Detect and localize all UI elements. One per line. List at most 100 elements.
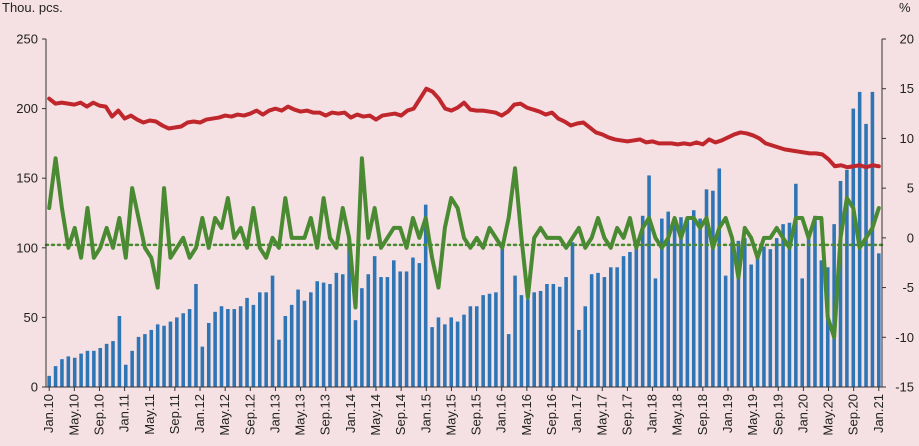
- left-tick-label: 100: [16, 240, 38, 255]
- bar: [634, 245, 639, 387]
- bar: [481, 295, 485, 387]
- bar: [462, 314, 466, 387]
- left-axis-ticks: 0 50 100 150 200 250: [16, 32, 46, 395]
- x-tick-label: Jan.20: [795, 394, 810, 433]
- bar: [130, 350, 134, 387]
- bar: [743, 238, 747, 387]
- bar: [615, 267, 619, 387]
- bar: [155, 324, 160, 387]
- x-tick-label: Sep.16: [544, 394, 559, 435]
- bar: [411, 257, 415, 387]
- bar: [768, 249, 773, 387]
- bar: [787, 222, 792, 387]
- x-axis-ticks: Jan.10 May.10 Sep.10 Jan.11 May.11 Sep.11 Jan.…: [41, 387, 886, 436]
- left-unit-label: Thou. pcs.: [2, 0, 63, 15]
- bar: [270, 275, 275, 387]
- bar: [672, 218, 677, 387]
- x-tick-label: Jan.10: [41, 394, 56, 433]
- bar: [417, 263, 422, 387]
- bar: [474, 306, 479, 387]
- right-tick-label: 0: [907, 230, 914, 245]
- x-tick-label: Sep.12: [242, 394, 257, 435]
- bar: [372, 256, 377, 387]
- bar: [774, 238, 779, 387]
- bar: [762, 246, 766, 387]
- bar: [653, 278, 658, 387]
- bar: [577, 329, 581, 387]
- bar: [168, 321, 173, 387]
- x-tick-label: Jan.19: [720, 394, 735, 433]
- bar: [825, 267, 830, 387]
- bar: [870, 91, 875, 388]
- bar: [213, 311, 217, 387]
- bar: [404, 271, 409, 387]
- bar: [685, 218, 690, 387]
- bar: [360, 288, 364, 387]
- bar: [181, 313, 185, 387]
- right-unit-label: %: [899, 0, 911, 15]
- bar: [621, 256, 626, 387]
- bar: [538, 290, 543, 387]
- bar: [698, 218, 702, 387]
- bar: [175, 317, 179, 387]
- bar: [194, 283, 198, 387]
- x-tick-label: Jan.21: [871, 394, 886, 433]
- bar: [149, 329, 154, 387]
- bar: [551, 283, 556, 387]
- bar: [111, 341, 115, 387]
- bar: [347, 236, 351, 387]
- bar: [379, 277, 383, 387]
- bar: [385, 277, 390, 387]
- bar: [494, 292, 498, 387]
- bar: [838, 180, 843, 387]
- bar: [104, 343, 109, 387]
- right-axis-ticks: -15 -10 -5 0 5 10 15 20: [882, 32, 914, 395]
- bar: [755, 251, 760, 387]
- bar: [315, 281, 319, 387]
- bar: [366, 274, 371, 387]
- bar: [187, 309, 192, 387]
- bar: [519, 295, 524, 387]
- bar: [47, 375, 51, 387]
- x-tick-label: Jan.14: [343, 394, 358, 433]
- bar: [800, 278, 805, 387]
- x-tick-label: Sep.10: [91, 394, 106, 435]
- bar: [283, 316, 288, 387]
- bar: [98, 348, 103, 387]
- bar: [72, 357, 77, 387]
- bar: [564, 277, 568, 387]
- bar: [736, 240, 741, 387]
- bar: [602, 277, 607, 387]
- x-tick-label: Sep.13: [318, 394, 333, 435]
- bar: [60, 359, 64, 387]
- right-tick-label: 10: [900, 131, 914, 146]
- bar: [85, 350, 90, 387]
- left-tick-label: 200: [16, 101, 38, 116]
- bar: [251, 304, 256, 387]
- red-line: [47, 86, 881, 170]
- x-tick-label: May.18: [670, 394, 685, 436]
- green-line: [47, 156, 881, 340]
- left-tick-label: 150: [16, 171, 38, 186]
- bar: [711, 190, 715, 387]
- bar: [526, 299, 530, 387]
- bar: [647, 175, 651, 387]
- bar: [640, 215, 645, 387]
- bar: [79, 353, 83, 387]
- bar: [557, 286, 562, 387]
- x-tick-label: May.12: [217, 394, 232, 436]
- bar: [749, 264, 753, 387]
- bar: [730, 242, 734, 387]
- bar: [66, 356, 71, 387]
- bar: [296, 289, 300, 387]
- left-tick-label: 0: [31, 380, 38, 395]
- right-tick-label: 15: [900, 81, 914, 96]
- bar: [238, 306, 243, 387]
- bar: [398, 271, 402, 387]
- bar: [628, 251, 632, 387]
- x-tick-label: Jan.11: [117, 394, 132, 432]
- bar: [845, 169, 849, 387]
- bar: [117, 316, 122, 387]
- bar: [819, 260, 824, 387]
- bar: [200, 346, 205, 387]
